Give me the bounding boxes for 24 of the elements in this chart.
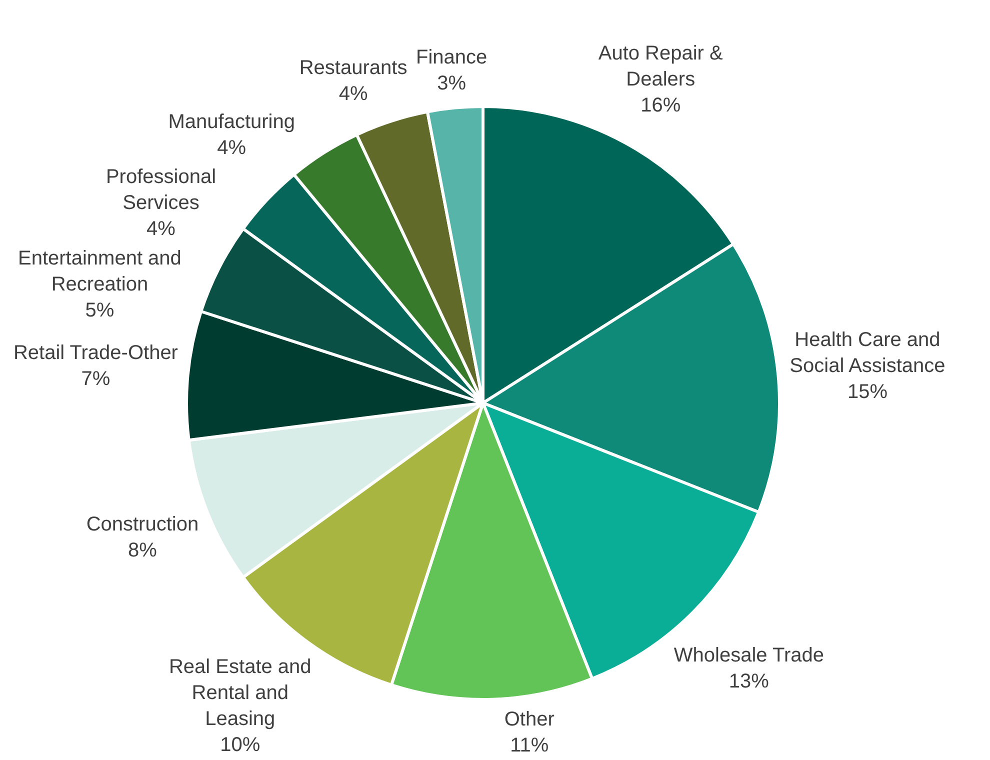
data-label: 4% (338, 82, 368, 105)
data-label: 5% (85, 300, 114, 322)
slice-label: Professional Services (106, 166, 216, 214)
data-label: 3% (437, 72, 466, 94)
slice-label: Retail Trade-Other (13, 342, 178, 364)
slice-label: Finance (416, 46, 488, 68)
slice-label: Entertainment and Recreation (18, 248, 182, 296)
slice-label: Construction (86, 513, 199, 536)
data-label: 4% (217, 137, 246, 160)
data-label: 16% (640, 94, 681, 116)
data-label: 15% (847, 381, 888, 404)
slice-label: Manufacturing (168, 111, 295, 134)
slice-label: Auto Repair & Dealers (598, 42, 724, 90)
slice-label: Health Care and Social Assistance (790, 329, 946, 378)
slice-label: Other (504, 708, 555, 730)
data-label: 10% (220, 734, 260, 756)
data-label: 7% (81, 368, 110, 390)
data-label: 4% (146, 218, 176, 240)
slice-label: Wholesale Trade (674, 644, 824, 666)
slice-label: Real Estate and Rental and Leasing (168, 656, 312, 730)
data-label: 13% (728, 670, 770, 692)
data-label: 11% (510, 734, 549, 756)
data-label: 8% (128, 539, 158, 562)
slice-label: Restaurants (299, 56, 408, 79)
